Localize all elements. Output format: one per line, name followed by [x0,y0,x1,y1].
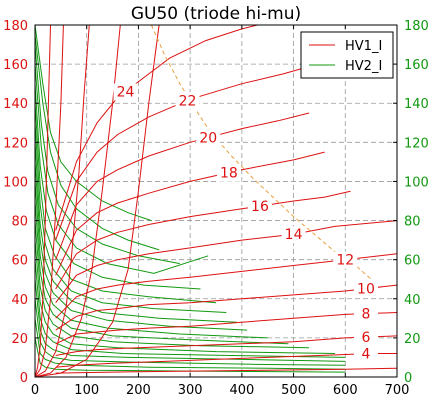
legend-label-hv1: HV1_I [345,39,382,54]
y-tick-label-right: 40 [404,293,421,308]
x-tick-label: 600 [333,383,358,398]
legend-box [300,31,394,79]
hv2-curve [34,298,346,366]
curve-label-bg [247,198,272,216]
curve-label: 12 [336,253,354,269]
curve-label-bg [353,305,378,323]
curve-label-bg [333,251,358,269]
curve-label-bg [353,345,378,363]
hv2-curve [34,122,227,313]
chart-title: GU50 (triode hi-mu) [131,4,301,24]
hv2-curve [34,181,268,339]
y-tick-label-right: 60 [404,254,421,269]
curve-label-bg [196,129,221,147]
hv2-curve [34,318,346,370]
x-tick-label: 500 [281,383,306,398]
x-tick-label: 200 [126,383,151,398]
curve-label: 24 [117,84,135,100]
legend-label-hv2: HV2_I [345,59,382,74]
plot-frame [34,24,398,378]
hv1-curve [55,67,305,241]
hv2-curve [34,142,237,323]
legend: HV1_I HV2_I [300,31,394,79]
hv1-curve [55,284,398,331]
hv1-curve [34,24,51,378]
curve-label: 18 [220,166,238,182]
curve-label-bg [353,280,378,298]
y-tick-label-left: 160 [3,58,28,73]
y-tick-label-right: 180 [404,19,429,34]
hv1-curve [34,24,90,378]
x-axis-ticks: 0 100 200 300 400 500 600 700 [31,25,410,398]
curve-label: 8 [362,307,371,323]
hv2-curve [34,83,201,290]
y-tick-label-left: 20 [11,332,28,347]
hv1-curve [55,220,398,304]
y-tick-label-left: 180 [3,19,28,34]
hv2-curve [34,200,289,345]
hv1-curve [55,353,397,368]
hv2-curve [34,240,335,354]
y-tick-label-right: 120 [404,136,429,151]
x-tick-label: 400 [229,383,254,398]
curve-label: 10 [357,282,375,298]
y-tick-label-left: 40 [11,293,28,308]
x-tick-label: 0 [31,383,39,398]
hv1-curve [55,312,398,345]
hv1-curve [55,190,351,290]
hv2-curve [34,103,217,304]
curve-label: 16 [251,199,269,215]
curve-label: 4 [362,347,371,363]
y-axis-left-ticks: 0 20 40 60 80 100 120 140 160 180 [3,19,39,386]
hv2-curves [34,24,346,373]
y-tick-label-right: 100 [404,175,429,190]
hv2-curve [34,220,310,349]
hv1-curve [55,112,310,260]
y-tick-label-left: 140 [3,97,28,112]
hv1-curve [34,24,121,378]
y-axis-right-ticks: 0 20 40 60 80 100 120 140 160 180 [393,19,429,386]
hv1-curve [55,253,398,319]
y-tick-label-right: 0 [404,371,412,386]
y-tick-label-right: 140 [404,97,429,112]
hv2-curve [34,64,209,274]
y-tick-label-right: 20 [404,332,421,347]
hv1-curve [55,151,325,276]
x-tick-label: 100 [74,383,99,398]
hv2-curve [34,161,248,331]
y-tick-label-left: 120 [3,136,28,151]
hv1-curves [34,24,398,378]
y-tick-label-left: 80 [11,215,28,230]
hv2-curve [34,44,180,265]
curve-label-bg [216,164,241,182]
y-tick-label-right: 160 [404,58,429,73]
hv1-curve [34,24,64,378]
hv1-curve [55,367,398,374]
hv2-curve [34,24,152,222]
curve-label: 6 [362,330,371,346]
x-tick-label: 700 [385,383,410,398]
curve-label-bg [113,83,138,101]
y-tick-label-left: 100 [3,175,28,190]
curve-label: 14 [285,227,303,243]
curve-label: 20 [199,131,217,147]
curve-label-bg [175,92,200,110]
y-tick-label-right: 80 [404,215,421,230]
curve-label: 22 [179,93,197,109]
curve-label-bg [353,329,378,347]
hv1-curve [55,335,398,356]
y-tick-label-left: 0 [20,371,28,386]
hv2-curve [34,34,160,251]
hv1-curve [55,24,258,231]
curve-label-bg [281,226,306,244]
x-tick-label: 300 [178,383,203,398]
hv2-curve [34,259,346,358]
y-tick-label-left: 60 [11,254,28,269]
